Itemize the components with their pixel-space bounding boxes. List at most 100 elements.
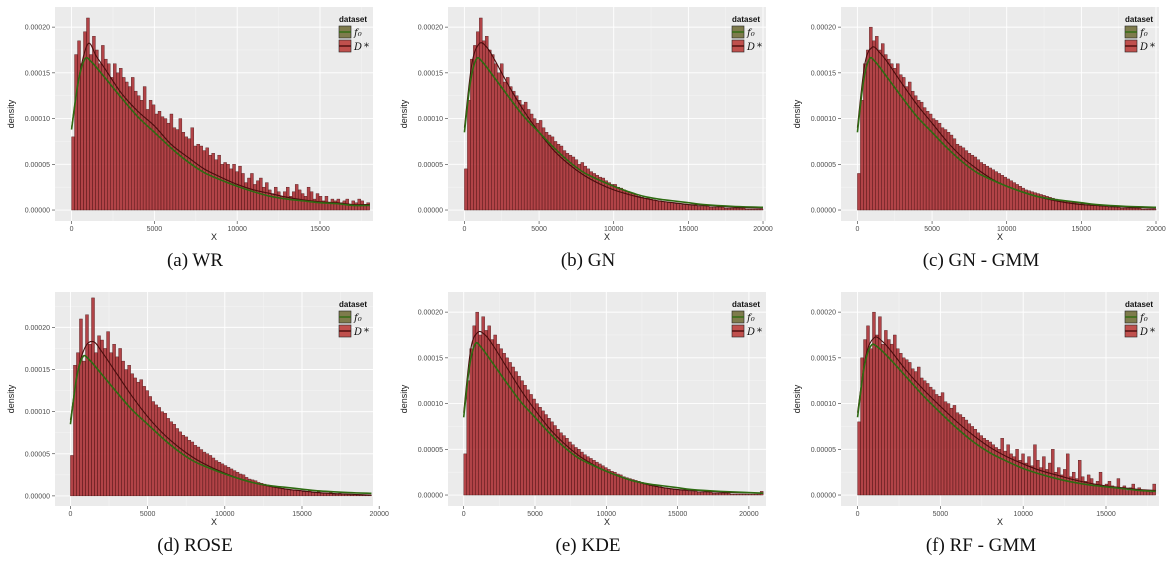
y-tick-label: 0.00000 [418,208,443,215]
legend-label-f0: f₀ [746,28,755,39]
histogram-bar [625,477,629,496]
histogram-bar [320,493,324,497]
y-tick-label: 0.00010 [418,401,443,408]
histogram-bar [196,144,200,211]
caption-gn: (b) GN [560,250,616,271]
histogram-bar [517,100,522,211]
y-tick-label: 0.00005 [811,447,836,454]
histogram-bar [109,352,113,497]
histogram-bar [532,118,537,211]
y-tick-label: 0.00015 [811,355,836,362]
histogram-bar [217,462,222,497]
histogram-bar [473,45,477,211]
histogram-bar [679,204,683,211]
histogram-bar [202,451,207,497]
caption-rose: (d) ROSE [157,535,233,556]
histogram-bar [148,396,152,497]
histogram-bar [193,445,198,497]
x-tick-label: 15000 [1096,511,1116,518]
histogram-bar [718,493,722,496]
histogram-bar [712,493,716,496]
histogram-bar [860,100,864,211]
histogram-kde: 0 5000 10000 15000 20000 0.00000 0.00005 0.0001… [399,292,766,527]
histogram-bar [166,418,170,497]
histogram-bar [205,147,209,211]
histogram-bar [151,104,156,211]
histogram-bar [715,493,719,496]
histogram-bar [896,348,900,496]
density-line-f0 [856,343,1156,493]
x-tick-label: 15000 [310,226,330,233]
histogram-bar [976,159,981,211]
histogram-bar [712,207,716,211]
density-line-f0 [70,56,370,207]
histogram-bar [908,81,912,211]
histogram-bar [741,208,746,211]
histogram-bar [967,423,972,496]
histogram-bar [100,339,104,497]
histogram-bar [580,162,585,211]
histogram-bar [82,360,86,497]
histogram-bar [290,489,294,497]
histogram-bar [733,493,737,496]
x-tick-label: 15000 [1072,226,1092,233]
histogram-bar [676,489,680,496]
histogram-bar [946,403,951,496]
histogram-bar [529,394,533,496]
histogram-bar [685,204,689,211]
histogram-bar [1090,205,1094,211]
legend-label-f0: f₀ [746,313,755,324]
histogram-bar [744,208,749,211]
histogram-bar [697,492,701,496]
histogram-bar [652,485,656,496]
y-tick-label: 0.00020 [25,325,50,332]
histogram-bar [637,481,641,496]
histogram-bar [646,483,650,496]
legend-label-f0: f₀ [353,28,362,39]
histogram-bar [127,365,131,497]
histogram-bar [893,334,897,496]
legend-title: dataset [339,15,367,24]
histogram-bar [330,198,335,211]
histogram-bar [637,196,641,211]
histogram-bar [1152,483,1156,496]
histogram-bar [736,493,740,496]
histogram-bar [305,491,309,497]
histogram-bar [756,208,761,211]
histogram-bar [881,343,885,496]
histogram-bar [1000,438,1004,496]
histogram-bar [1066,453,1070,496]
histogram-bar [332,494,336,497]
histogram-bar [896,63,900,211]
histogram-bar [202,150,206,211]
histogram-bar [496,343,500,496]
histogram-bar [1108,207,1112,211]
histogram-bar [991,444,995,496]
histogram-bar [709,492,713,496]
y-tick-label: 0.00015 [418,355,443,362]
histogram-bar [271,486,276,497]
histogram-bar [727,208,731,211]
histogram-bar [973,156,978,211]
legend-label-dstar: D * [746,327,762,338]
histogram-bar [613,184,617,211]
y-tick-label: 0.00000 [418,493,443,500]
histogram-bar [160,116,165,211]
histogram-bar [979,435,983,496]
histogram-bar [738,208,743,211]
histogram-bar [753,208,758,211]
histogram-bar [742,493,746,496]
histogram-bar [175,428,179,497]
histogram-bar [494,63,498,211]
histogram-bar [77,40,81,211]
histogram-bar [1003,450,1007,496]
legend-label-dstar: D * [1139,42,1155,53]
histogram-bar [1048,462,1052,496]
histogram-bar [1083,481,1088,496]
y-tick-label: 0.00005 [418,447,443,454]
histogram-bar [750,208,755,211]
histogram-bar [866,49,870,211]
legend-title: dataset [732,15,760,24]
histogram-bar [914,371,918,496]
histogram-bar [688,491,692,496]
